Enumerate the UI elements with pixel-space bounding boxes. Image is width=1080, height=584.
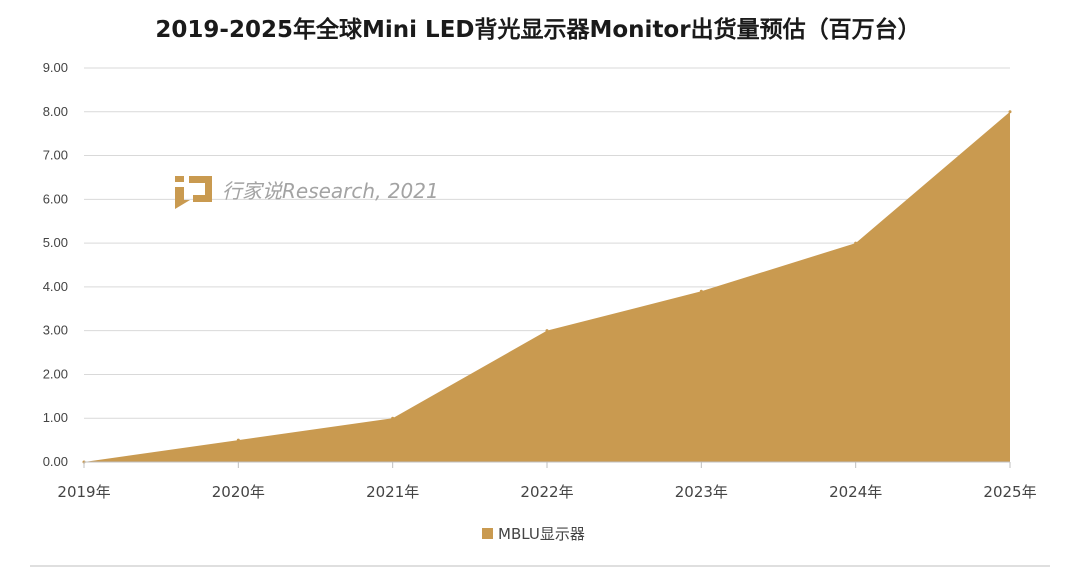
area-series-layer [82, 110, 1012, 464]
x-tick-label: 2025年 [983, 483, 1036, 501]
chart-title: 2019-2025年全球Mini LED背光显示器Monitor出货量预估（百万… [155, 16, 920, 43]
y-tick-label: 7.00 [43, 148, 68, 163]
x-tick-label: 2023年 [675, 483, 728, 501]
x-tick-label: 2024年 [829, 483, 882, 501]
legend-label: MBLU显示器 [498, 525, 585, 543]
data-point [236, 438, 240, 442]
data-point [854, 241, 858, 245]
y-tick-label: 3.00 [43, 323, 68, 338]
y-tick-label: 1.00 [43, 410, 68, 425]
watermark: 行家说Research, 2021 [175, 176, 439, 209]
data-point [391, 416, 395, 420]
watermark-logo-icon [175, 176, 212, 209]
y-tick-label: 2.00 [43, 366, 68, 381]
x-tick-label: 2022年 [520, 483, 573, 501]
legend: MBLU显示器 [482, 525, 585, 543]
x-tick-label: 2020年 [212, 483, 265, 501]
data-point [1008, 110, 1012, 114]
legend-swatch [482, 528, 493, 539]
y-tick-label: 4.00 [43, 279, 68, 294]
gridlines [84, 67, 1010, 463]
y-tick-label: 0.00 [43, 454, 68, 469]
y-tick-label: 9.00 [43, 60, 68, 75]
y-tick-label: 6.00 [43, 191, 68, 206]
watermark-text: 行家说Research, 2021 [222, 179, 439, 203]
x-tick-label: 2019年 [57, 483, 110, 501]
y-tick-label: 5.00 [43, 235, 68, 250]
y-tick-label: 8.00 [43, 104, 68, 119]
area-series-mblu [84, 111, 1010, 463]
data-point [699, 289, 703, 293]
data-point [545, 329, 549, 333]
x-tick-label: 2021年 [366, 483, 419, 501]
y-axis-ticks: 0.00 1.00 2.00 3.00 4.00 5.00 6.00 7.00 8.00 9.00 [43, 60, 68, 469]
x-axis-ticks: 2019年 2020年 2021年 2022年 2023年 2024年 2025年 [57, 461, 1037, 501]
